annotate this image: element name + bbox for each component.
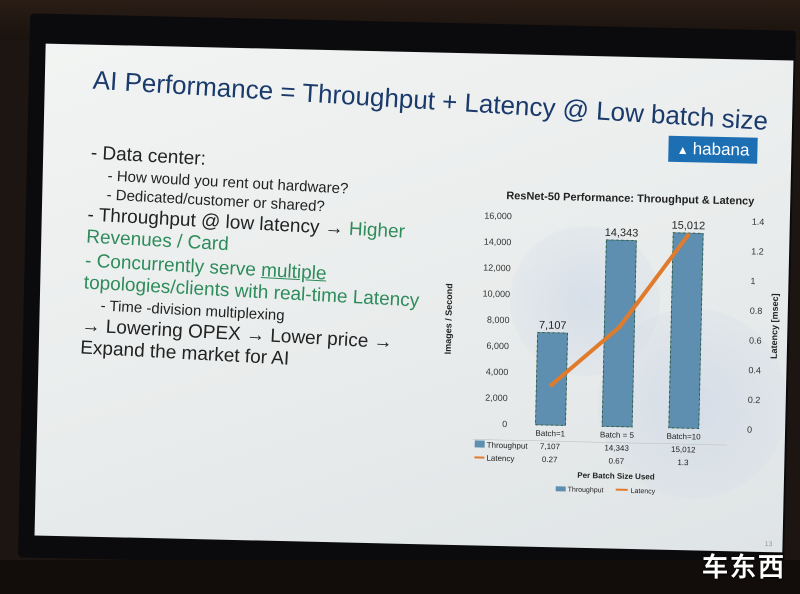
y2-tick-label: 0 <box>747 425 752 435</box>
y-tick-label: 12,000 <box>483 263 511 274</box>
throughput-bar <box>668 232 704 429</box>
throughput-bar-texture <box>668 232 704 430</box>
legend-throughput-label: Throughput <box>568 487 604 495</box>
y-tick-label: 8,000 <box>487 315 510 326</box>
table-cell: 14,343 <box>604 443 629 453</box>
watermark: 车东西 <box>701 553 786 583</box>
x-tick-label: Batch=10 <box>666 432 701 442</box>
y2-tick-label: 0.8 <box>750 306 763 316</box>
table-cell: 0.27 <box>542 455 558 464</box>
legend-throughput-swatch <box>555 486 566 492</box>
throughput-table-swatch <box>474 440 485 448</box>
room-bottom <box>0 560 800 594</box>
y2-tick-label: 1.2 <box>751 246 764 256</box>
y2-tick-label: 0.6 <box>749 335 762 345</box>
bullet-text: multiple <box>260 260 328 285</box>
throughput-bar <box>601 239 637 428</box>
bullet-text: real-time <box>273 282 349 308</box>
table-cell: 15,012 <box>671 445 696 455</box>
bullet-list: - Data center: - How would you rent out h… <box>80 143 461 382</box>
y-tick-label: 6,000 <box>486 341 509 352</box>
table-cell: 7,107 <box>540 442 561 451</box>
table-cell: 1.3 <box>677 458 689 467</box>
brand-name: habana <box>692 139 750 160</box>
y2-tick-label: 0.2 <box>748 395 761 405</box>
x-tick-label: Batch = 5 <box>600 430 635 440</box>
y-tick-label: 0 <box>502 419 507 429</box>
chart: 0 2,000 4,000 6,000 8,000 10,000 12,000 14,000 1… <box>443 211 780 496</box>
y-tick-label: 10,000 <box>482 289 510 300</box>
y-tick-label: 4,000 <box>486 367 509 378</box>
latency-point <box>686 233 691 238</box>
x-axis-label: Per Batch Size Used <box>577 471 655 482</box>
x-tick-label: Batch=1 <box>535 429 565 439</box>
brand-logo: ▲ habana <box>668 135 758 164</box>
bullet-text: - Data center: <box>90 142 207 170</box>
throughput-data-label: 7,107 <box>539 319 567 332</box>
bullet-text: Latency <box>346 286 420 312</box>
throughput-bar <box>535 332 568 426</box>
y-tick-label: 16,000 <box>484 211 512 222</box>
latency-point <box>617 325 622 330</box>
slide-title: AI Performance = Throughput + Latency @ … <box>91 64 769 136</box>
y2-tick-label: 1.4 <box>752 217 765 227</box>
table-cell: 0.67 <box>608 456 624 465</box>
y-tick-label: 14,000 <box>484 237 512 248</box>
y-tick-label: 2,000 <box>485 393 508 404</box>
throughput-data-label: 15,012 <box>671 220 705 233</box>
throughput-data-label: 14,343 <box>605 227 639 240</box>
brand-mark-icon: ▲ <box>676 142 689 158</box>
throughput-bar-texture <box>601 239 637 428</box>
y-axis-label: Images / Second <box>443 283 455 354</box>
projected-slide: AI Performance = Throughput + Latency @ … <box>34 43 794 553</box>
table-rule <box>472 439 727 446</box>
y2-tick-label: 0.4 <box>748 365 761 375</box>
table-row-header: Throughput <box>487 441 529 451</box>
y2-axis-label: Latency [msec] <box>769 293 780 359</box>
legend-latency-label: Latency <box>631 488 656 496</box>
latency-point <box>549 383 554 388</box>
y2-tick-label: 1 <box>750 276 755 286</box>
table-row-header: Latency <box>486 454 514 464</box>
